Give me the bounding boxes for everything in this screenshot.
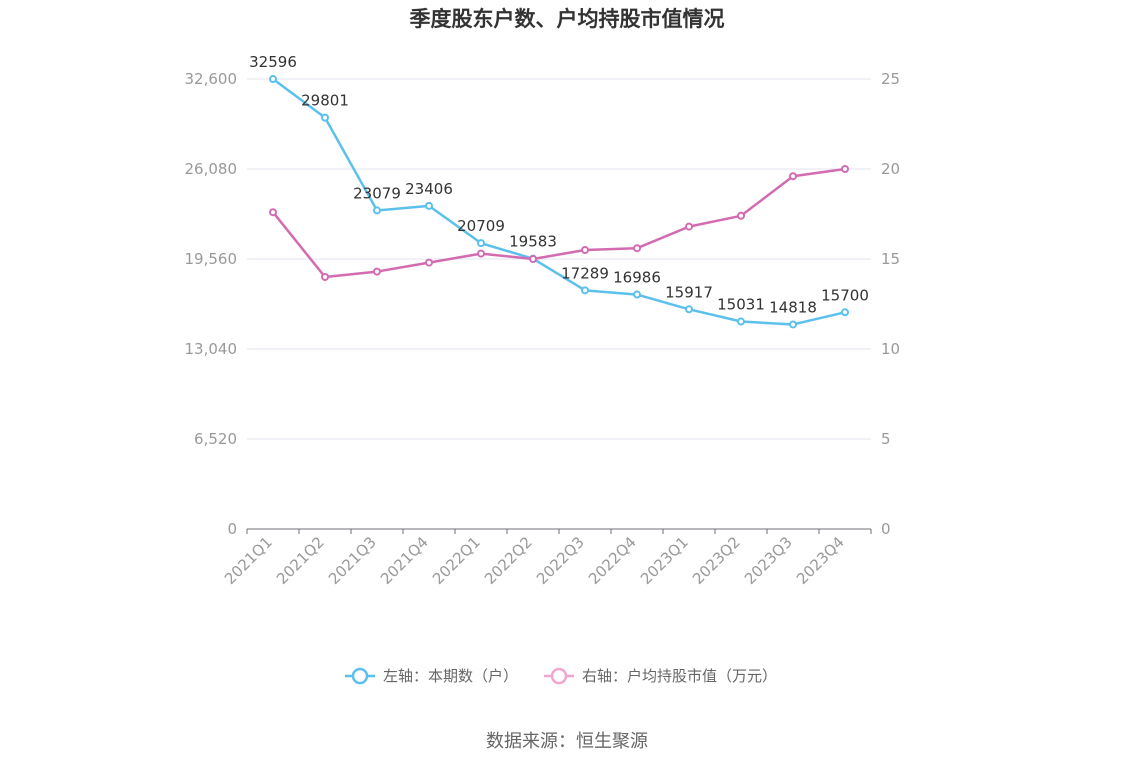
legend-label: 左轴：本期数（户） (383, 667, 518, 685)
right-axis-tick-label: 0 (881, 520, 891, 538)
data-point[interactable] (685, 305, 693, 314)
right-axis-tick-label: 5 (881, 430, 891, 448)
data-label: 17289 (561, 264, 609, 282)
data-point[interactable] (321, 113, 329, 122)
x-axis-tick-label: 2023Q2 (689, 533, 744, 588)
data-point[interactable] (321, 273, 329, 281)
data-label: 23406 (405, 180, 453, 198)
data-point[interactable] (737, 211, 745, 220)
data-point[interactable] (685, 222, 693, 231)
left-axis-tick-label: 13,040 (185, 340, 238, 358)
data-point[interactable] (425, 258, 433, 267)
right-axis-tick-label: 15 (881, 250, 900, 268)
data-point[interactable] (581, 246, 589, 254)
data-point[interactable] (633, 290, 641, 299)
legend-marker-icon (351, 667, 369, 685)
legend[interactable]: 左轴：本期数（户） 右轴：户均持股市值（万元） (345, 667, 777, 685)
x-axis-tick-label: 2022Q1 (429, 533, 484, 588)
data-label: 23079 (353, 184, 401, 202)
grid-lines (247, 78, 871, 440)
data-point[interactable] (841, 165, 849, 173)
x-axis-tick-label: 2023Q4 (793, 533, 848, 588)
x-axis-tick-label: 2021Q1 (221, 533, 276, 588)
left-axis-tick-label: 6,520 (194, 430, 237, 448)
data-point[interactable] (269, 75, 277, 84)
data-label: 16986 (613, 269, 661, 287)
x-axis-tick-label: 2023Q3 (741, 533, 796, 588)
data-point[interactable] (529, 255, 537, 263)
data-label: 32596 (249, 53, 297, 71)
data-point[interactable] (269, 208, 277, 217)
legend-item[interactable]: 左轴：本期数（户） (345, 667, 518, 685)
data-point[interactable] (789, 320, 797, 329)
data-point[interactable] (789, 172, 797, 181)
data-label: 15917 (665, 283, 713, 301)
right-axis-tick-label: 10 (881, 340, 900, 358)
series-line-avg-value (272, 167, 846, 279)
legend-marker-icon (550, 667, 568, 685)
x-axis-tick-label: 2021Q2 (273, 533, 328, 588)
data-label: 20709 (457, 217, 505, 235)
x-axis-tick-label: 2022Q4 (585, 533, 640, 588)
left-axis-tick-label: 0 (227, 520, 237, 538)
axes: 0 6,520 13,040 19,560 26,080 32,600 0 5 10 15 20 25… (185, 70, 901, 588)
chart-title: 季度股东户数、户均持股市值情况 (410, 7, 725, 31)
data-label: 14818 (769, 298, 817, 316)
data-point[interactable] (633, 244, 641, 253)
x-axis-tick-label: 2022Q3 (533, 533, 588, 588)
data-label: 15700 (821, 286, 869, 304)
legend-item[interactable]: 右轴：户均持股市值（万元） (544, 667, 777, 685)
data-point[interactable] (477, 249, 485, 258)
data-label: 19583 (509, 233, 557, 251)
left-axis-tick-label: 26,080 (185, 160, 238, 178)
x-axis-tick-label: 2021Q4 (377, 533, 432, 588)
data-point[interactable] (581, 286, 589, 295)
source-note: 数据来源：恒生聚源 (486, 731, 648, 752)
x-axis-tick-label: 2023Q1 (637, 533, 692, 588)
x-axis-tick-label: 2021Q3 (325, 533, 380, 588)
data-label: 15031 (717, 296, 765, 314)
right-axis-tick-label: 25 (881, 70, 900, 88)
data-point[interactable] (841, 308, 849, 317)
data-point[interactable] (477, 239, 485, 248)
data-point[interactable] (737, 317, 745, 326)
x-axis-tick-label: 2022Q2 (481, 533, 536, 588)
left-axis-tick-label: 19,560 (185, 250, 238, 268)
series-line-holders (272, 78, 846, 326)
data-point[interactable] (373, 206, 381, 215)
data-label: 29801 (301, 92, 349, 110)
legend-label: 右轴：户均持股市值（万元） (582, 667, 777, 685)
right-axis-tick-label: 20 (881, 160, 900, 178)
left-axis-tick-label: 32,600 (185, 70, 238, 88)
data-point[interactable] (373, 267, 381, 276)
data-point[interactable] (425, 201, 433, 210)
